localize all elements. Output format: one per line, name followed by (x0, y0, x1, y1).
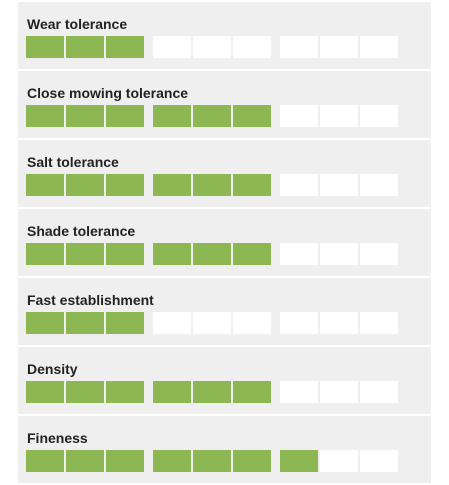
rating-segment-empty (280, 312, 318, 334)
rating-segment-empty (280, 174, 318, 196)
rating-segment-empty (360, 105, 398, 127)
rating-segment-filled (26, 174, 64, 196)
rating-segment-empty (153, 36, 191, 58)
rating-segment-filled (26, 381, 64, 403)
rating-segment-empty (153, 312, 191, 334)
rating-segment-filled (106, 450, 144, 472)
rating-segment-filled (153, 174, 191, 196)
rating-segment-empty (320, 381, 358, 403)
rating-segment-empty (360, 243, 398, 265)
rating-segment-filled (66, 105, 104, 127)
rating-row: Wear tolerance (18, 2, 431, 69)
rating-segment-filled (26, 450, 64, 472)
rating-segment-filled (153, 105, 191, 127)
rating-segment-empty (320, 243, 358, 265)
rating-segment-filled (66, 381, 104, 403)
rating-segment-empty (280, 105, 318, 127)
rating-segment-filled (66, 36, 104, 58)
rating-segment-empty (320, 450, 358, 472)
rating-segment-empty (193, 312, 231, 334)
rating-segment-filled (280, 450, 318, 472)
rating-segment-empty (193, 36, 231, 58)
rating-label: Shade tolerance (27, 223, 136, 239)
rating-row: Fineness (18, 416, 431, 483)
rating-segment-filled (26, 36, 64, 58)
rating-segment-empty (280, 243, 318, 265)
rating-panel: Wear tolerance Close mowing tolerance Salt… (18, 0, 431, 485)
rating-segment-filled (233, 450, 271, 472)
rating-segment-filled (26, 243, 64, 265)
rating-row: Close mowing tolerance (18, 71, 431, 138)
rating-segment-empty (233, 312, 271, 334)
rating-segment-filled (233, 243, 271, 265)
rating-segment-filled (106, 105, 144, 127)
rating-segment-empty (320, 36, 358, 58)
rating-segment-filled (233, 174, 271, 196)
rating-label: Salt tolerance (27, 154, 119, 170)
rating-segment-filled (233, 381, 271, 403)
rating-segment-filled (106, 36, 144, 58)
rating-segment-filled (193, 243, 231, 265)
rating-segment-filled (66, 174, 104, 196)
rating-segment-filled (106, 381, 144, 403)
rating-segment-empty (233, 36, 271, 58)
rating-segment-filled (193, 381, 231, 403)
rating-segment-filled (106, 312, 144, 334)
rating-segment-empty (320, 312, 358, 334)
rating-segment-empty (360, 312, 398, 334)
rating-segment-empty (320, 174, 358, 196)
rating-segment-empty (360, 174, 398, 196)
rating-segment-filled (66, 312, 104, 334)
rating-segment-empty (280, 36, 318, 58)
rating-segment-filled (193, 450, 231, 472)
rating-row: Fast establishment (18, 278, 431, 345)
rating-segment-empty (360, 36, 398, 58)
rating-label: Density (27, 361, 78, 377)
rating-row: Shade tolerance (18, 209, 431, 276)
rating-segment-filled (233, 105, 271, 127)
rating-segment-filled (153, 450, 191, 472)
rating-segment-filled (193, 105, 231, 127)
rating-segment-empty (280, 381, 318, 403)
rating-row: Salt tolerance (18, 140, 431, 207)
rating-segment-filled (106, 174, 144, 196)
rating-label: Close mowing tolerance (27, 85, 189, 101)
rating-row: Density (18, 347, 431, 414)
rating-segment-filled (153, 243, 191, 265)
rating-segment-filled (66, 450, 104, 472)
rating-segment-filled (193, 174, 231, 196)
rating-segment-empty (360, 381, 398, 403)
rating-segment-empty (320, 105, 358, 127)
rating-segment-filled (26, 105, 64, 127)
rating-segment-filled (153, 381, 191, 403)
rating-label: Fast establishment (27, 292, 154, 308)
rating-segment-empty (360, 450, 398, 472)
rating-segment-filled (66, 243, 104, 265)
rating-segment-filled (106, 243, 144, 265)
rating-label: Fineness (27, 430, 88, 446)
rating-label: Wear tolerance (27, 16, 128, 32)
rating-segment-filled (26, 312, 64, 334)
